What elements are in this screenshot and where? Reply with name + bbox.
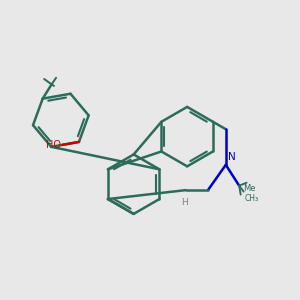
- Text: HO: HO: [46, 140, 61, 150]
- Text: CH₃: CH₃: [244, 194, 259, 203]
- Text: H: H: [181, 198, 188, 207]
- Text: Me: Me: [243, 184, 255, 193]
- Text: N: N: [228, 152, 236, 163]
